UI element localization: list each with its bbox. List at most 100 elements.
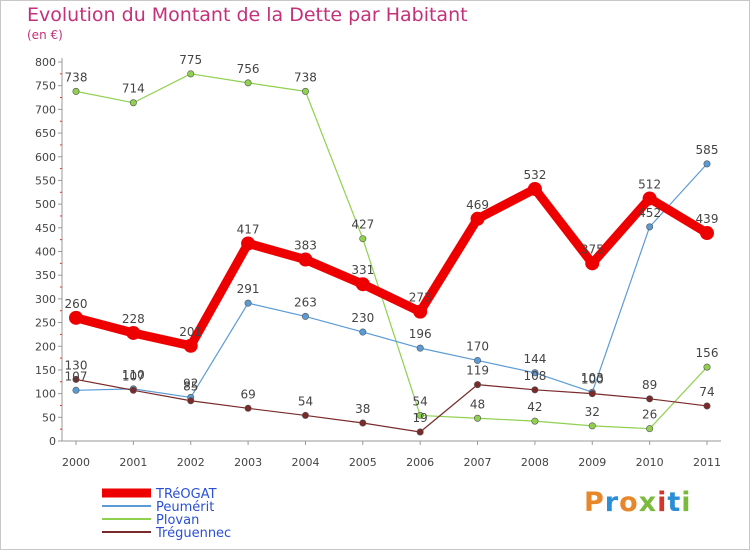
data-point	[416, 411, 424, 419]
data-label: 775	[179, 53, 202, 67]
data-point	[355, 277, 370, 292]
data-label: 38	[355, 402, 370, 416]
data-label: 69	[240, 387, 255, 401]
y-tick-label: 600	[35, 151, 56, 164]
data-point	[416, 344, 424, 352]
x-tick-label: 2008	[521, 456, 549, 469]
y-tick-label: 250	[35, 317, 56, 330]
y-tick-label: 550	[35, 174, 56, 187]
logo-letter: i	[657, 487, 668, 518]
y-tick-label: 450	[35, 222, 56, 235]
data-point	[646, 223, 654, 231]
x-tick-label: 2001	[119, 456, 147, 469]
y-tick-label: 650	[35, 127, 56, 140]
data-label: 85	[183, 380, 198, 394]
y-tick-label: 100	[35, 388, 56, 401]
data-point	[703, 363, 711, 371]
chart-title: Evolution du Montant de la Dette par Hab…	[27, 4, 468, 26]
data-label: 417	[237, 222, 260, 236]
data-label: 512	[638, 177, 661, 191]
y-tick-label: 200	[35, 340, 56, 353]
y-tick-label: 0	[49, 435, 56, 448]
x-tick-label: 2004	[291, 456, 319, 469]
data-point	[474, 356, 482, 364]
legend-label: TRéOGAT	[155, 487, 217, 502]
data-point	[474, 414, 482, 422]
x-tick-label: 2009	[578, 456, 606, 469]
y-tick-label: 150	[35, 364, 56, 377]
data-label: 532	[523, 168, 546, 182]
data-label: 74	[699, 385, 714, 399]
data-label: 170	[466, 339, 489, 353]
data-label: 19	[413, 411, 428, 425]
data-point	[244, 79, 252, 87]
data-label: 26	[642, 408, 657, 422]
y-tick-label: 50	[42, 411, 56, 424]
data-label: 103	[581, 371, 604, 385]
y-tick-label: 750	[35, 80, 56, 93]
data-point	[301, 87, 309, 95]
logo-letter: o	[619, 487, 639, 518]
data-label: 107	[65, 369, 88, 383]
data-label: 230	[351, 311, 374, 325]
data-point	[531, 386, 539, 394]
data-label: 92	[183, 376, 198, 390]
data-label: 291	[237, 282, 260, 296]
data-label: 100	[581, 373, 604, 387]
x-tick-label: 2003	[234, 456, 262, 469]
legend-label: Peumérit	[156, 500, 214, 515]
data-point	[301, 411, 309, 419]
x-tick-label: 2005	[349, 456, 377, 469]
data-point	[585, 256, 600, 271]
x-tick-label: 2002	[177, 456, 205, 469]
data-label: 156	[696, 346, 719, 360]
x-tick-label: 2006	[406, 456, 434, 469]
data-label: 738	[294, 70, 317, 84]
legend-label: Plovan	[156, 513, 199, 528]
data-label: 201	[179, 325, 202, 339]
data-point	[126, 325, 141, 340]
series-line	[75, 73, 708, 430]
data-label: 452	[638, 206, 661, 220]
x-tick-label: 2010	[636, 456, 664, 469]
data-point	[244, 404, 252, 412]
data-label: 119	[466, 364, 489, 378]
logo-letter: P	[584, 487, 605, 518]
data-point	[187, 397, 195, 405]
data-point	[129, 386, 137, 394]
y-tick-label: 500	[35, 198, 56, 211]
data-label: 331	[351, 263, 374, 277]
legend-label: Tréguennec	[155, 526, 231, 541]
x-tick-label: 2000	[62, 456, 90, 469]
data-point	[527, 181, 542, 196]
data-label: 108	[523, 369, 546, 383]
data-point	[588, 390, 596, 398]
data-point	[129, 99, 137, 107]
data-label: 585	[696, 143, 719, 157]
data-point	[646, 395, 654, 403]
data-point	[241, 236, 256, 251]
data-label: 48	[470, 397, 485, 411]
data-point	[298, 252, 313, 267]
data-label: 196	[409, 327, 432, 341]
data-label: 260	[65, 297, 88, 311]
y-tick-label: 800	[35, 56, 56, 69]
data-label: 383	[294, 239, 317, 253]
data-point	[359, 328, 367, 336]
data-label: 756	[237, 62, 260, 76]
logo-letter: r	[604, 487, 620, 518]
data-point	[703, 160, 711, 168]
series-line	[75, 378, 708, 433]
y-tick-label: 350	[35, 269, 56, 282]
data-label: 263	[294, 295, 317, 309]
data-label: 469	[466, 198, 489, 212]
series-line	[71, 184, 712, 351]
data-point	[474, 381, 482, 389]
data-label: 439	[696, 212, 719, 226]
x-tick-label: 2011	[693, 456, 721, 469]
data-point	[301, 312, 309, 320]
data-point	[413, 304, 428, 319]
data-label: 54	[413, 394, 428, 408]
y-tick-label: 400	[35, 246, 56, 259]
